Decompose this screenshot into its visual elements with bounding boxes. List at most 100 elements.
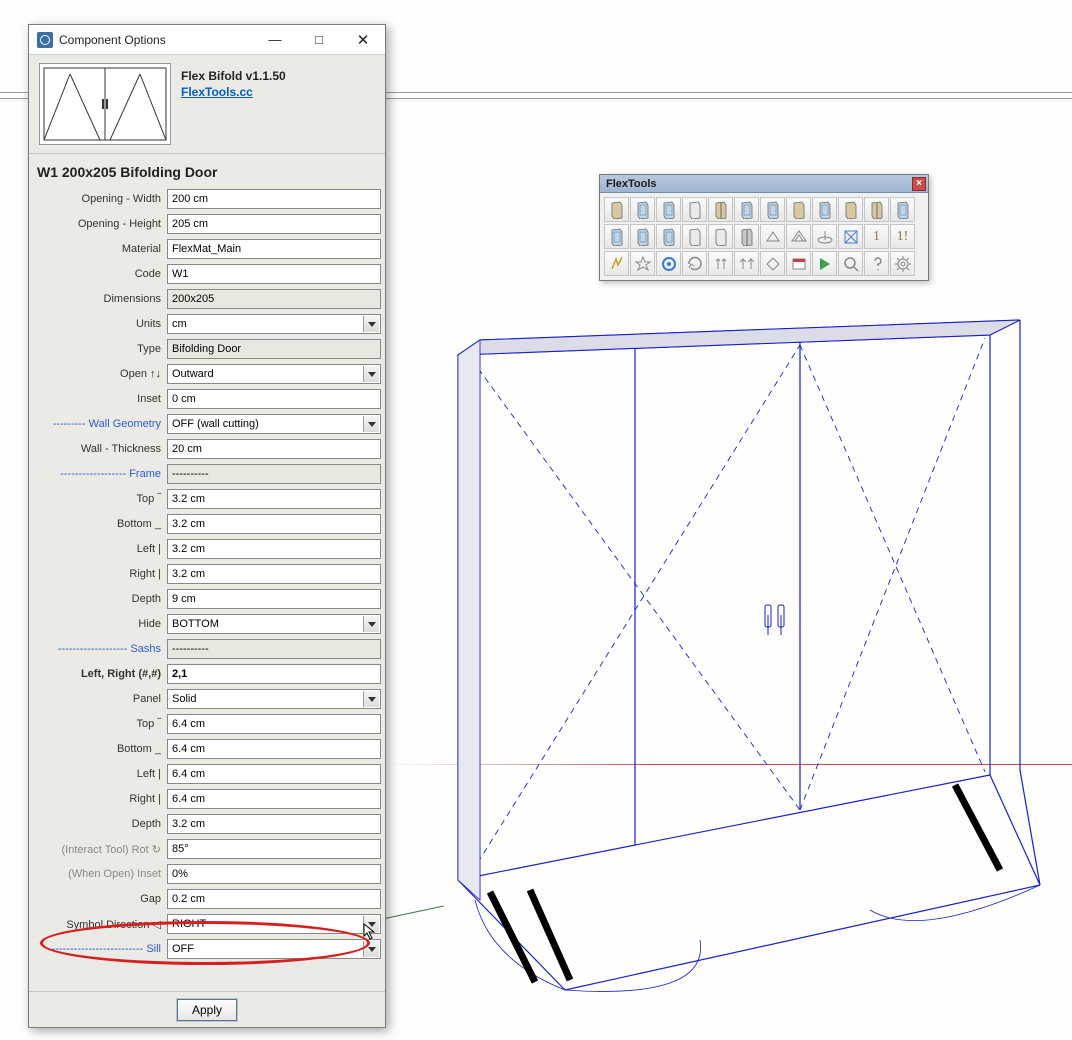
dropdown-arrow-icon[interactable] <box>363 691 379 707</box>
toolbar-button[interactable] <box>760 197 785 222</box>
property-input[interactable]: 0 cm <box>167 389 381 409</box>
property-dropdown[interactable]: RIGHT <box>167 914 381 934</box>
property-input[interactable]: 2,1 <box>167 664 381 684</box>
toolbar-button[interactable] <box>630 197 655 222</box>
property-label: Units <box>35 318 167 330</box>
property-row: Dimensions200x205 <box>35 288 381 310</box>
toolbar-button[interactable] <box>864 197 889 222</box>
property-readonly: ---------- <box>167 639 381 659</box>
property-input[interactable]: 3.2 cm <box>167 539 381 559</box>
toolbar-button[interactable] <box>656 251 681 276</box>
component-link[interactable]: FlexTools.cc <box>181 85 286 99</box>
property-input[interactable]: 85° <box>167 839 381 859</box>
property-input[interactable]: 0.2 cm <box>167 889 381 909</box>
dropdown-arrow-icon[interactable] <box>363 316 379 332</box>
property-input[interactable]: 6.4 cm <box>167 764 381 784</box>
flextools-close-button[interactable]: × <box>912 177 926 191</box>
property-input[interactable]: 205 cm <box>167 214 381 234</box>
toolbar-button[interactable] <box>682 251 707 276</box>
property-row: MaterialFlexMat_Main <box>35 238 381 260</box>
toolbar-button[interactable] <box>656 197 681 222</box>
property-input[interactable]: 20 cm <box>167 439 381 459</box>
property-label: Depth <box>35 818 167 830</box>
window-titlebar[interactable]: Component Options — □ ✕ <box>29 25 385 55</box>
toolbar-button[interactable] <box>786 251 811 276</box>
property-row: Opening - Height205 cm <box>35 213 381 235</box>
property-label: Panel <box>35 693 167 705</box>
maximize-button[interactable]: □ <box>297 25 341 55</box>
property-row: Depth9 cm <box>35 588 381 610</box>
property-input[interactable]: 6.4 cm <box>167 714 381 734</box>
component-thumbnail <box>39 63 171 145</box>
toolbar-button[interactable] <box>838 197 863 222</box>
toolbar-button[interactable] <box>708 197 733 222</box>
toolbar-button[interactable] <box>734 197 759 222</box>
property-dropdown[interactable]: OFF <box>167 939 381 959</box>
dropdown-arrow-icon[interactable] <box>363 366 379 382</box>
toolbar-button[interactable] <box>682 197 707 222</box>
property-input[interactable]: FlexMat_Main <box>167 239 381 259</box>
toolbar-button[interactable] <box>812 197 837 222</box>
property-input[interactable]: 200 cm <box>167 189 381 209</box>
toolbar-button[interactable] <box>734 251 759 276</box>
property-input[interactable]: 6.4 cm <box>167 739 381 759</box>
toolbar-button[interactable] <box>890 197 915 222</box>
property-label: Hide <box>35 618 167 630</box>
toolbar-button[interactable] <box>812 251 837 276</box>
property-label: ------------------ Frame <box>35 468 167 480</box>
dropdown-arrow-icon[interactable] <box>363 616 379 632</box>
toolbar-button[interactable] <box>708 224 733 249</box>
component-options-window: Component Options — □ ✕ Flex Bifold v1.1… <box>28 24 386 1028</box>
model-viewport[interactable] <box>400 300 1060 1020</box>
property-row: Top ‾3.2 cm <box>35 488 381 510</box>
toolbar-button[interactable] <box>838 251 863 276</box>
property-input[interactable]: 3.2 cm <box>167 489 381 509</box>
toolbar-button[interactable] <box>838 224 863 249</box>
property-input[interactable]: 0% <box>167 864 381 884</box>
minimize-button[interactable]: — <box>253 25 297 55</box>
toolbar-button[interactable] <box>890 251 915 276</box>
toolbar-button[interactable] <box>734 224 759 249</box>
close-button[interactable]: ✕ <box>341 25 385 55</box>
property-dropdown[interactable]: Solid <box>167 689 381 709</box>
toolbar-button[interactable] <box>630 224 655 249</box>
property-row: Bottom _3.2 cm <box>35 513 381 535</box>
toolbar-button[interactable] <box>786 224 811 249</box>
toolbar-button[interactable] <box>708 251 733 276</box>
property-row: CodeW1 <box>35 263 381 285</box>
toolbar-button[interactable] <box>656 224 681 249</box>
property-input[interactable]: 3.2 cm <box>167 564 381 584</box>
property-input[interactable]: 3.2 cm <box>167 814 381 834</box>
flextools-titlebar[interactable]: FlexTools × <box>600 175 928 193</box>
property-label: Gap <box>35 893 167 905</box>
flextools-toolbar[interactable]: FlexTools × 11! <box>599 174 929 281</box>
property-dropdown[interactable]: OFF (wall cutting) <box>167 414 381 434</box>
toolbar-button[interactable] <box>604 197 629 222</box>
property-input[interactable]: W1 <box>167 264 381 284</box>
property-row: Bottom _6.4 cm <box>35 738 381 760</box>
property-row: ------------------ Frame---------- <box>35 463 381 485</box>
toolbar-button[interactable] <box>864 251 889 276</box>
property-dropdown[interactable]: Outward <box>167 364 381 384</box>
toolbar-button[interactable] <box>760 224 785 249</box>
toolbar-button[interactable]: 1! <box>890 224 915 249</box>
dropdown-arrow-icon[interactable] <box>363 941 379 957</box>
toolbar-button[interactable] <box>604 251 629 276</box>
toolbar-button[interactable] <box>760 251 785 276</box>
properties-scroll[interactable]: W1 200x205 Bifolding Door Opening - Widt… <box>29 154 385 991</box>
property-dropdown[interactable]: BOTTOM <box>167 614 381 634</box>
toolbar-button[interactable] <box>604 224 629 249</box>
property-input[interactable]: 9 cm <box>167 589 381 609</box>
dropdown-arrow-icon[interactable] <box>363 416 379 432</box>
toolbar-button[interactable] <box>812 224 837 249</box>
property-input[interactable]: 6.4 cm <box>167 789 381 809</box>
apply-button[interactable]: Apply <box>177 999 237 1021</box>
toolbar-button[interactable] <box>786 197 811 222</box>
property-row: Open ↑↓Outward <box>35 363 381 385</box>
toolbar-button[interactable] <box>630 251 655 276</box>
property-dropdown[interactable]: cm <box>167 314 381 334</box>
property-row: Top ‾6.4 cm <box>35 713 381 735</box>
toolbar-button[interactable]: 1 <box>864 224 889 249</box>
property-input[interactable]: 3.2 cm <box>167 514 381 534</box>
toolbar-button[interactable] <box>682 224 707 249</box>
